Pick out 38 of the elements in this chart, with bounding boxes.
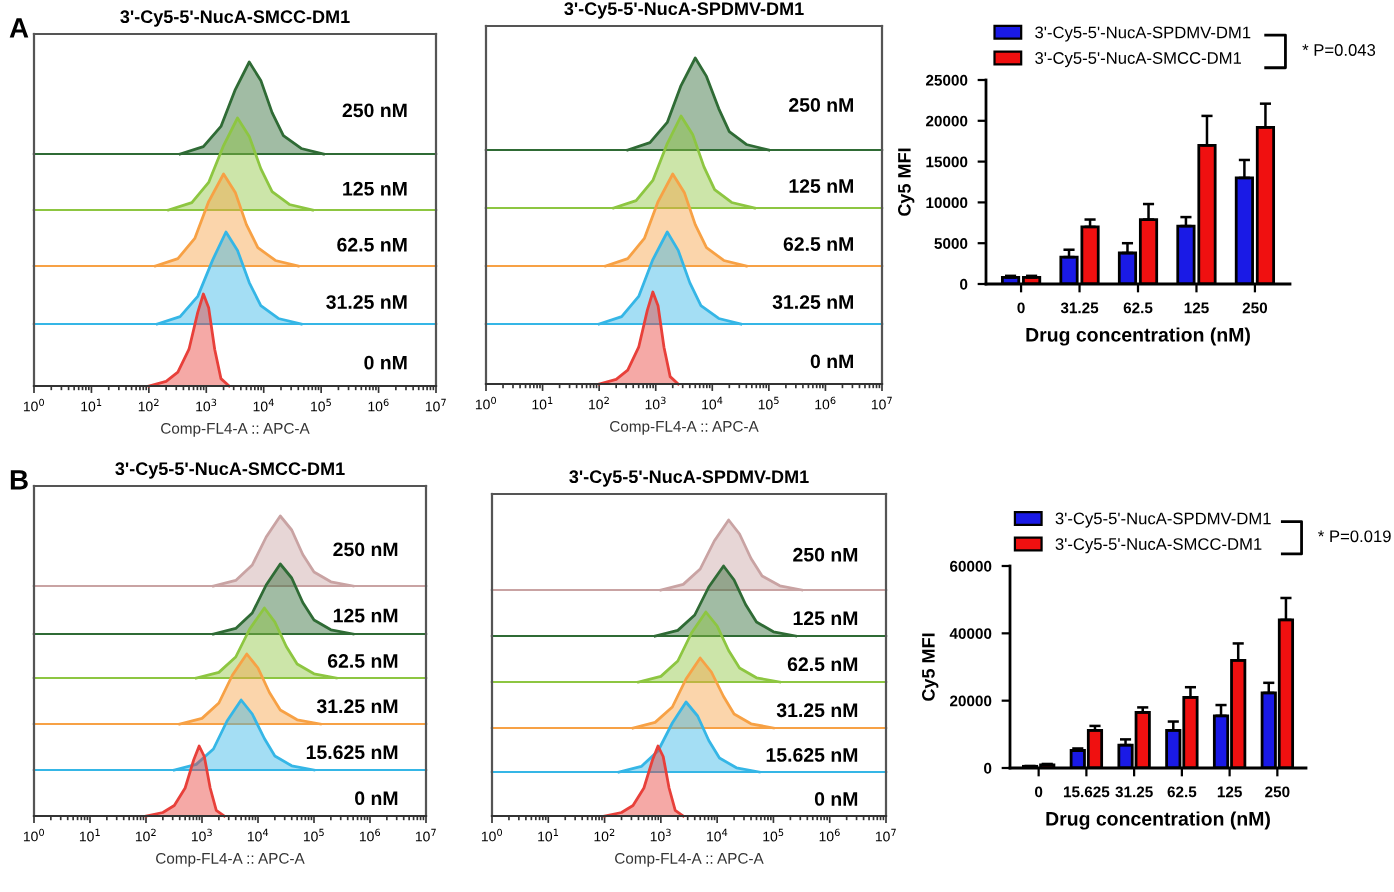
- annotation: 250 nM: [793, 547, 858, 562]
- annotation: 0 nM: [364, 355, 407, 370]
- annotation: 250 nM: [333, 542, 398, 557]
- annotation: 15.625 nM: [766, 748, 858, 762]
- annotation: 0 nM: [355, 791, 398, 806]
- annotation: 250 nM: [789, 98, 853, 112]
- annotation: 125 nM: [793, 611, 858, 626]
- text: A: [9, 18, 29, 38]
- text: B: [10, 470, 28, 490]
- chart-title: 3'-Cy5-5'-NucA-SMCC-DM1: [115, 462, 345, 479]
- text: * P=0.043: [1302, 44, 1376, 56]
- annotation: 31.25 nM: [776, 703, 858, 718]
- text: * P=0.019: [1318, 530, 1391, 543]
- chart-title: 3'-Cy5-5'-NucA-SPDMV-DM1: [569, 470, 809, 487]
- annotation: 250 nM: [342, 103, 407, 118]
- x-axis-title: Drug concentration (nM): [1046, 811, 1270, 830]
- legend-label: 3'-Cy5-5'-NucA-SPDMV-DM1: [1035, 26, 1251, 42]
- annotation: 125 nM: [789, 179, 853, 193]
- chart-title: 3'-Cy5-5'-NucA-SPDMV-DM1: [564, 2, 804, 19]
- legend-label: 3'-Cy5-5'-NucA-SMCC-DM1: [1055, 538, 1262, 554]
- annotation: 125 nM: [343, 181, 407, 196]
- y-axis-title: Cy5 MFI: [898, 148, 915, 216]
- annotation: 62.5 nM: [337, 237, 407, 252]
- annotation: 0 nM: [810, 354, 853, 369]
- annotation: 62.5 nM: [327, 654, 398, 668]
- chart-title: 3'-Cy5-5'-NucA-SMCC-DM1: [120, 10, 350, 27]
- annotation: 15.625 nM: [306, 745, 398, 760]
- annotation: 62.5 nM: [783, 237, 853, 251]
- legend-label: 3'-Cy5-5'-NucA-SMCC-DM1: [1035, 52, 1241, 68]
- legend-label: 3'-Cy5-5'-NucA-SPDMV-DM1: [1055, 512, 1271, 528]
- y-axis-title: Cy5 MFI: [922, 633, 939, 701]
- x-axis-title: Drug concentration (nM): [1026, 327, 1250, 346]
- annotation: 0 nM: [814, 792, 858, 806]
- annotation: 31.25 nM: [326, 295, 407, 309]
- annotation: 31.25 nM: [772, 295, 853, 309]
- annotation: 62.5 nM: [787, 657, 858, 672]
- annotation: 31.25 nM: [316, 699, 398, 714]
- annotation: 125 nM: [333, 608, 398, 623]
